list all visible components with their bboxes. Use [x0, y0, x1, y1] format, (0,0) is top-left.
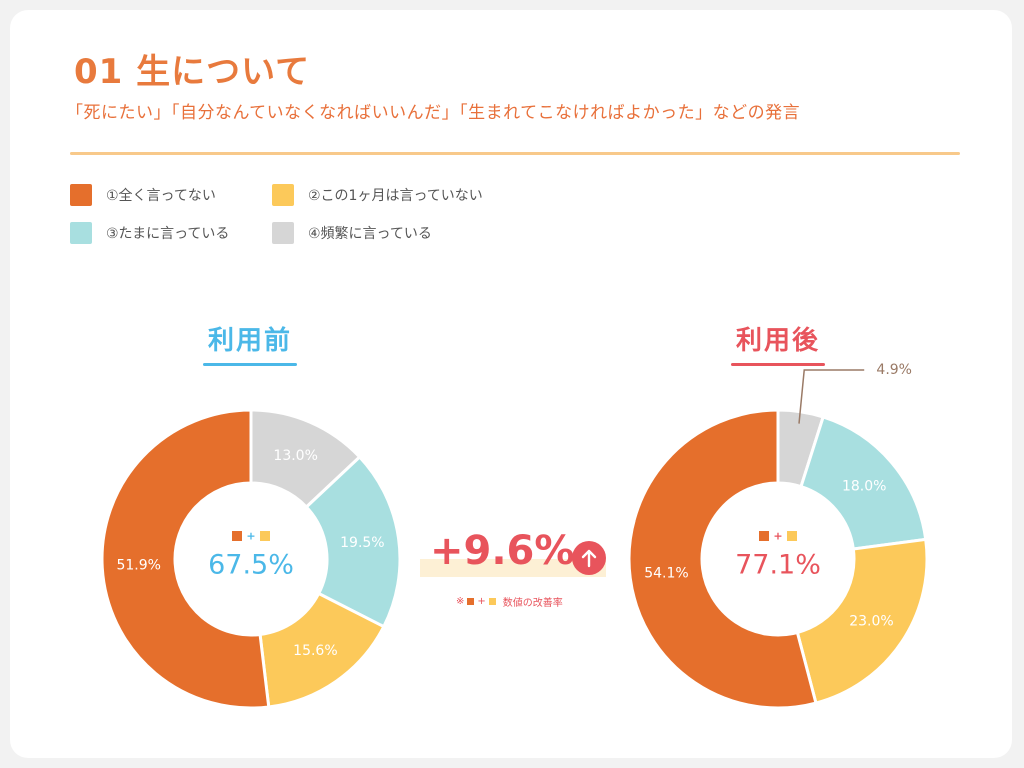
before-heading-underline — [203, 363, 297, 366]
note-swatch-yellow — [488, 598, 496, 605]
before-slice-label-4: 13.0% — [273, 448, 317, 464]
before-center-plus: + — [246, 530, 255, 543]
legend-item-1: ①全く言ってない — [70, 184, 216, 206]
before-slice-1 — [100, 408, 271, 710]
before-center-swatch-yellow — [260, 531, 270, 541]
after-center-swatch-orange — [759, 531, 769, 541]
after-center-plus: + — [773, 530, 782, 543]
before-center-swatch-orange — [232, 531, 242, 541]
title-divider — [70, 152, 960, 155]
before-heading-label: 利用前 — [207, 326, 292, 356]
improvement-value: +9.6% — [430, 528, 575, 574]
legend-swatch-3 — [70, 222, 92, 244]
after-slice-1 — [627, 408, 818, 710]
note-prefix: ※ — [456, 596, 465, 607]
before-heading: 利用前 — [150, 320, 350, 366]
after-heading-underline — [731, 363, 825, 366]
before-slice-label-2: 15.6% — [293, 643, 337, 659]
legend-swatch-1 — [70, 184, 92, 206]
page-subtitle: 「死にたい」「自分なんていなくなればいいんだ」「生まれてこなければよかった」など… — [66, 103, 801, 123]
improvement-callout: +9.6% ※ + 数値の改善率 — [420, 528, 616, 618]
page-title: 01 生について — [74, 52, 311, 92]
legend-item-4: ④頻繁に言っている — [272, 222, 432, 244]
after-slice-label-2: 23.0% — [849, 614, 893, 630]
after-heading-label: 利用後 — [735, 326, 820, 356]
after-slice-label-1: 54.1% — [644, 565, 688, 581]
legend-label-1: ①全く言ってない — [106, 188, 216, 204]
legend-label-3: ③たまに言っている — [106, 226, 230, 242]
note-text: 数値の改善率 — [502, 598, 563, 609]
legend-item-2: ②この1ヶ月は言っていない — [272, 184, 483, 206]
note-plus: + — [477, 596, 486, 607]
after-slice-label-3: 18.0% — [842, 479, 886, 495]
legend-label-2: ②この1ヶ月は言っていない — [308, 188, 483, 204]
note-swatch-orange — [467, 598, 475, 605]
before-slice-3 — [304, 454, 402, 629]
arrow-up-icon — [572, 541, 606, 575]
before-center-value: 67.5% — [208, 550, 294, 581]
improvement-highlight — [420, 559, 606, 577]
after-slice-2 — [795, 537, 929, 705]
before-slice-label-1: 51.9% — [116, 558, 160, 574]
after-center-swatch-yellow — [787, 531, 797, 541]
before-slice-label-3: 19.5% — [340, 535, 384, 551]
improvement-note: ※ + 数値の改善率 — [456, 594, 563, 609]
after-slice-label-4: 4.9% — [876, 362, 912, 378]
after-center-value: 77.1% — [735, 550, 821, 581]
after-leader-line-4 — [798, 369, 865, 424]
legend-swatch-4 — [272, 222, 294, 244]
after-heading: 利用後 — [678, 320, 878, 366]
legend-item-3: ③たまに言っている — [70, 222, 229, 244]
legend-swatch-2 — [272, 184, 294, 206]
after-slice-3 — [799, 415, 928, 551]
legend-label-4: ④頻繁に言っている — [308, 226, 432, 242]
